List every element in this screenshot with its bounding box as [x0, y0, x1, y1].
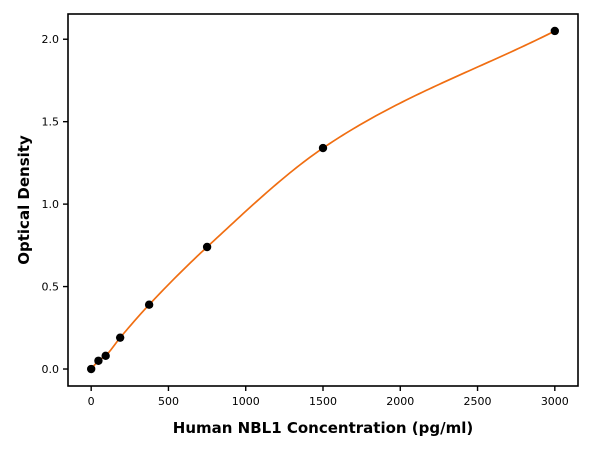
x-tick-label: 500: [158, 395, 179, 408]
data-point: [550, 26, 560, 36]
x-tick-label: 1000: [232, 395, 260, 408]
y-axis-label: Optical Density: [15, 135, 33, 265]
y-tick-label: 1.5: [42, 116, 60, 129]
data-point: [318, 143, 328, 153]
data-point: [86, 364, 96, 374]
x-tick-label: 2500: [464, 395, 492, 408]
data-point: [202, 242, 212, 252]
y-tick-label: 1.0: [42, 198, 60, 211]
plot-frame: [67, 13, 579, 387]
x-tick-label: 3000: [541, 395, 569, 408]
data-point: [144, 300, 154, 309]
data-point: [101, 351, 110, 361]
data-point: [94, 356, 103, 365]
x-tick-label: 2000: [386, 395, 414, 408]
data-point: [115, 333, 125, 342]
y-tick-label: 2.0: [42, 33, 60, 46]
y-tick-label: 0.0: [42, 363, 60, 376]
x-axis-label: Human NBL1 Concentration (pg/ml): [172, 419, 474, 437]
y-tick-label: 0.5: [42, 281, 60, 294]
x-tick-label: 0: [88, 395, 95, 408]
fit-curve: [90, 30, 556, 370]
x-tick-label: 1500: [309, 395, 337, 408]
